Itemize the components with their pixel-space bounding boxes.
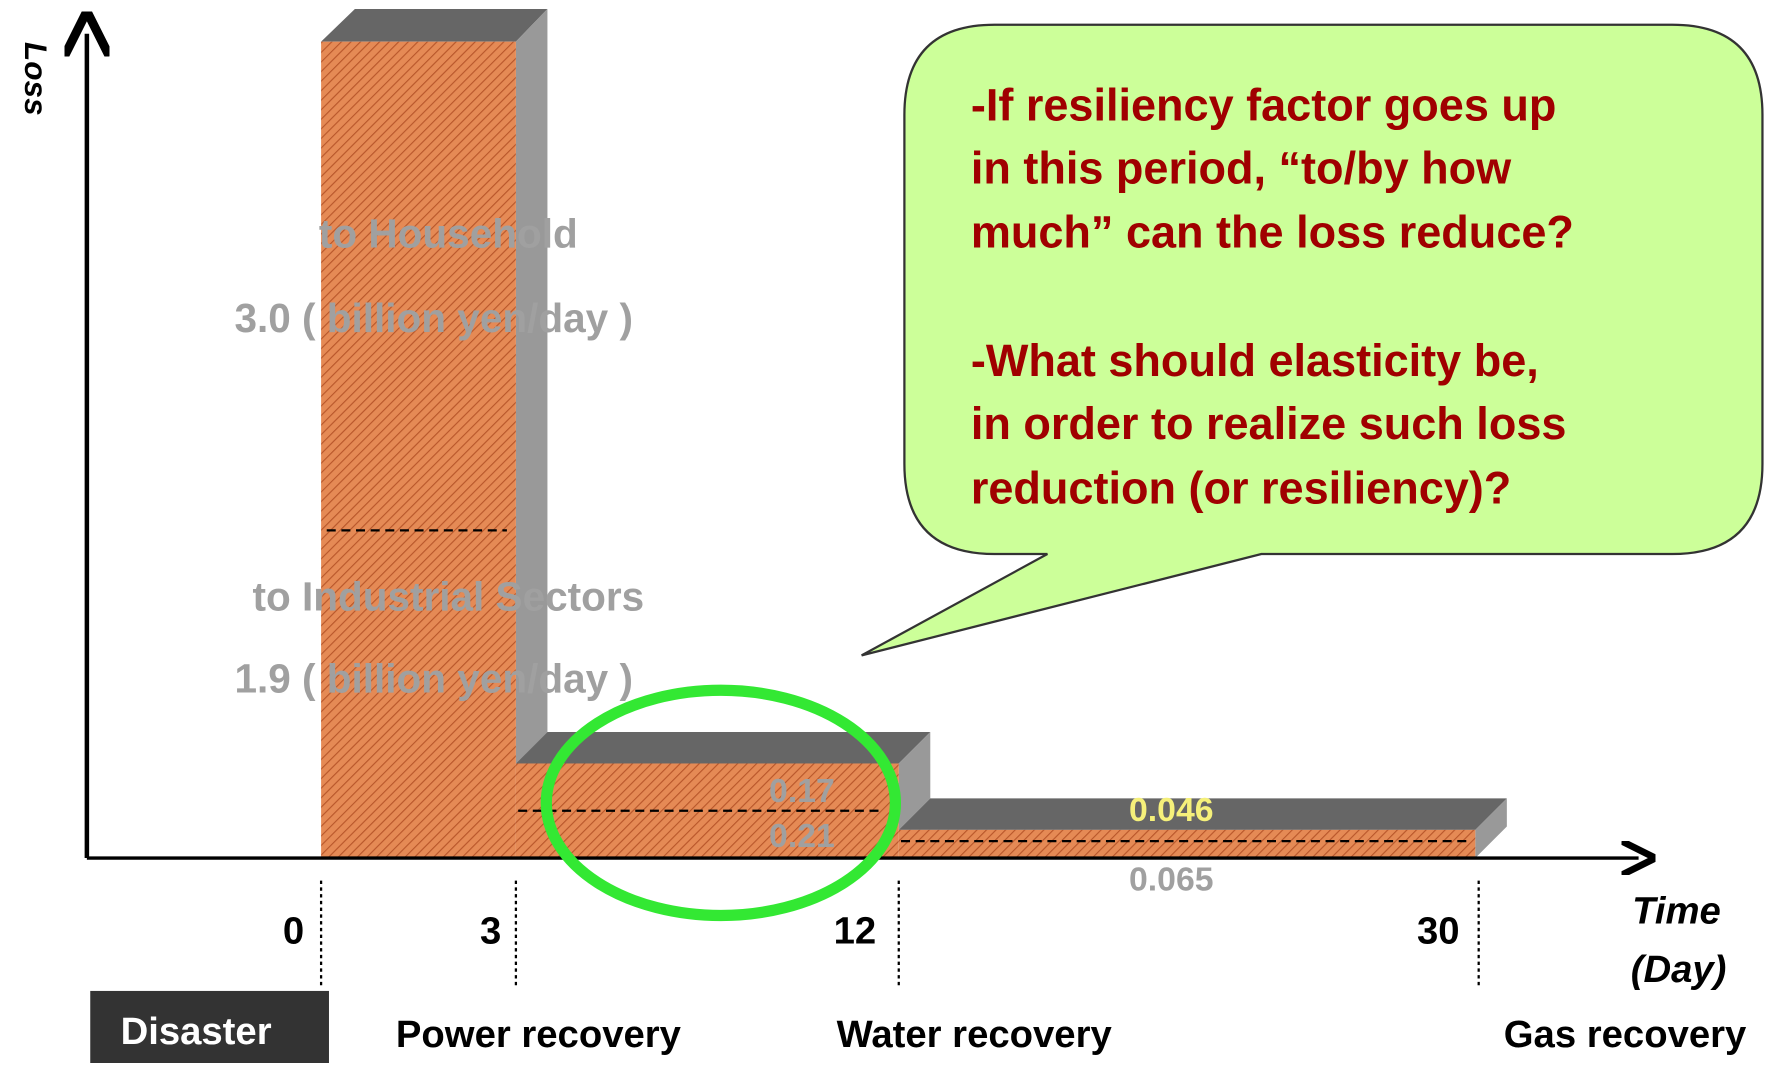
- disaster-box: [90, 990, 329, 1063]
- bar: [321, 41, 516, 859]
- tick-label: 0: [283, 910, 304, 953]
- bar-top: [898, 798, 1507, 830]
- bar: [898, 829, 1476, 859]
- event-label: Power recovery: [396, 1013, 682, 1056]
- bar-label: 0.046: [1129, 791, 1214, 829]
- callout-text: -If resiliency factor goes up in this pe…: [971, 79, 1574, 513]
- bar-label: 0.21: [769, 817, 835, 855]
- bar-label: 1.9 ( billion yen/day ): [234, 656, 633, 702]
- callout-line: in order to realize such loss: [971, 398, 1567, 449]
- callout: [861, 23, 1764, 657]
- bar-label: 3.0 ( billion yen/day ): [234, 295, 633, 341]
- bar-labels: to Household 3.0 ( billion yen/day ) to …: [234, 211, 1213, 899]
- highlight-ellipse: [540, 684, 902, 922]
- x-axis-label: (Day): [1631, 948, 1727, 991]
- bar-label: 0.17: [769, 772, 835, 810]
- tick-label: 12: [834, 910, 877, 953]
- bar-side: [898, 731, 931, 830]
- x-axis-label: Time: [1632, 889, 1721, 932]
- ticks: 0 3 12 30: [283, 910, 1460, 953]
- bar-top: [515, 731, 931, 764]
- event-label: Gas recovery: [1504, 1013, 1747, 1056]
- bar-top: [321, 9, 548, 42]
- bar-label: to Industrial Sectors: [252, 573, 644, 619]
- bar-side: [1475, 798, 1507, 859]
- callout-line: in this period, “to/by how: [971, 143, 1512, 194]
- tick-label: 3: [480, 910, 501, 953]
- bar-label: 0.065: [1129, 861, 1214, 899]
- event-label: Water recovery: [837, 1013, 1113, 1056]
- callout-line: -If resiliency factor goes up: [971, 79, 1557, 130]
- bar-label: to Household: [319, 211, 578, 257]
- bar-side: [515, 9, 548, 764]
- dividers: [326, 529, 1470, 843]
- y-axis-label: Loss: [18, 42, 54, 116]
- tick-label: 30: [1417, 910, 1460, 953]
- callout-line: reduction (or resiliency)?: [971, 462, 1511, 513]
- callout-line: -What should elasticity be,: [971, 335, 1539, 386]
- event-label: Disaster: [121, 1010, 272, 1053]
- callout-line: much” can the loss reduce?: [971, 207, 1574, 258]
